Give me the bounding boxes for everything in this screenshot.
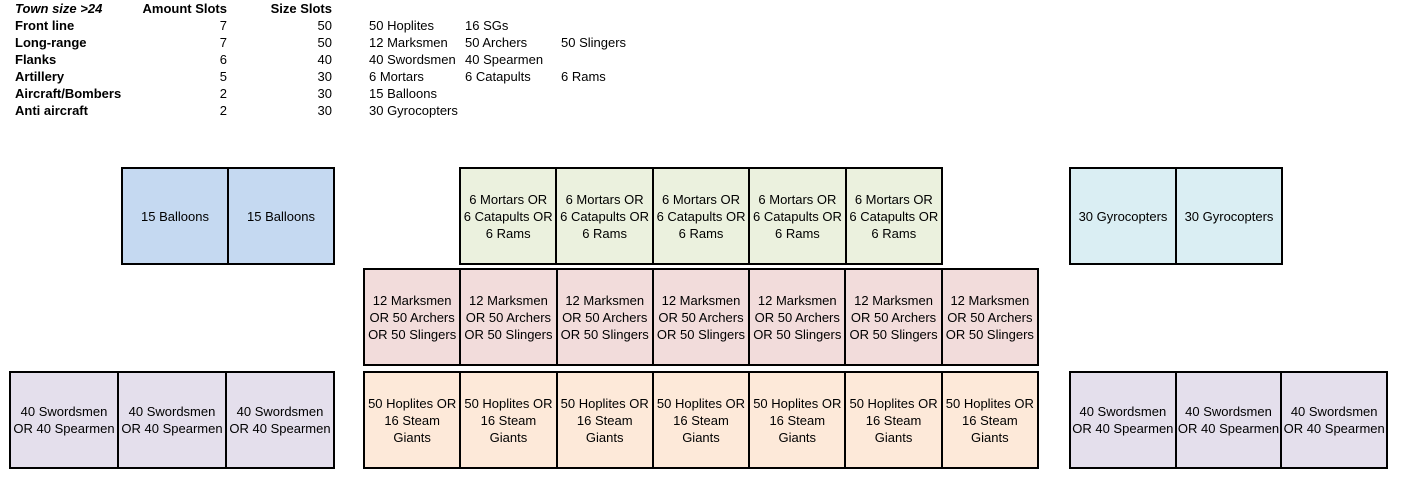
artillery-slot: 6 Mortars OR 6 Catapults OR 6 Rams: [654, 169, 751, 263]
long-range-slot: 12 Marksmen OR 50 Archers OR 50 Slingers: [945, 292, 1034, 342]
unit-option: 16 SGs: [465, 18, 509, 33]
long-range-slot: 12 Marksmen OR 50 Archers OR 50 Slingers: [461, 270, 558, 364]
row-label: Artillery: [15, 69, 65, 84]
long-range-slot: 12 Marksmen OR 50 Archers OR 50 Slingers: [365, 270, 462, 364]
front-line-group: 50 Hoplites OR 16 Steam Giants 50 Hoplite…: [363, 371, 1039, 469]
amount-slots-value: 6: [219, 52, 227, 67]
artillery-group: 6 Mortars OR 6 Catapults OR 6 Rams 6 Mort…: [459, 167, 943, 265]
amount-slots-value: 7: [219, 18, 227, 33]
artillery-slot: 6 Mortars OR 6 Catapults OR 6 Rams: [461, 169, 558, 263]
size-slots-value: 40: [317, 52, 332, 67]
flank-right-slot: 40 Swordsmen OR 40 Spearmen: [1283, 404, 1385, 436]
header-town-size: Town size >24: [15, 1, 103, 16]
unit-option: 12 Marksmen: [369, 35, 448, 50]
artillery-slot: 6 Mortars OR 6 Catapults OR 6 Rams: [849, 191, 939, 241]
long-range-slot: 12 Marksmen OR 50 Archers OR 50 Slingers: [558, 270, 654, 364]
unit-option: 40 Spearmen: [465, 52, 544, 67]
bombers-slot: 15 Balloons: [247, 208, 315, 224]
size-slots-value: 50: [317, 18, 332, 33]
unit-option: 50 Archers: [465, 35, 528, 50]
header-amount-slots: Amount Slots: [142, 1, 228, 16]
long-range-slot: 12 Marksmen OR 50 Archers OR 50 Slingers: [750, 270, 847, 364]
artillery-slot: 6 Mortars OR 6 Catapults OR 6 Rams: [750, 169, 847, 263]
row-label: Long-range: [15, 35, 87, 50]
flank-right-slot: 40 Swordsmen OR 40 Spearmen: [1177, 373, 1283, 467]
row-label: Aircraft/Bombers: [15, 86, 122, 101]
right-flank-group: 40 Swordsmen OR 40 Spearmen 40 Swordsmen …: [1069, 371, 1388, 469]
front-line-slot: 50 Hoplites OR 16 Steam Giants: [750, 373, 847, 467]
long-range-slot: 12 Marksmen OR 50 Archers OR 50 Slingers: [654, 270, 751, 364]
long-range-group: 12 Marksmen OR 50 Archers OR 50 Slingers…: [363, 268, 1039, 366]
front-line-slot: 50 Hoplites OR 16 Steam Giants: [558, 373, 654, 467]
header-size-slots: Size Slots: [270, 1, 332, 16]
row-label: Flanks: [15, 52, 57, 67]
size-slots-value: 30: [317, 103, 332, 118]
unit-option: 50 Slingers: [561, 35, 627, 50]
amount-slots-value: 2: [219, 103, 227, 118]
left-flank-group: 40 Swordsmen OR 40 Spearmen 40 Swordsmen …: [9, 371, 335, 469]
flank-left-slot: 40 Swordsmen OR 40 Spearmen: [11, 373, 119, 467]
unit-option: 40 Swordsmen: [369, 52, 456, 67]
size-slots-value: 30: [317, 86, 332, 101]
unit-option: 6 Mortars: [369, 69, 424, 84]
bombers-slot: 15 Balloons: [123, 169, 229, 263]
row-label: Front line: [15, 18, 75, 33]
anti-aircraft-group: 30 Gyrocopters 30 Gyrocopters: [1069, 167, 1283, 265]
artillery-slot: 6 Mortars OR 6 Catapults OR 6 Rams: [557, 169, 654, 263]
front-line-slot: 50 Hoplites OR 16 Steam Giants: [365, 373, 462, 467]
anti-aircraft-slot: 30 Gyrocopters: [1184, 208, 1274, 224]
amount-slots-value: 5: [219, 69, 227, 84]
size-slots-value: 30: [317, 69, 332, 84]
front-line-slot: 50 Hoplites OR 16 Steam Giants: [846, 373, 943, 467]
flank-left-slot: 40 Swordsmen OR 40 Spearmen: [119, 373, 227, 467]
unit-option: 15 Balloons: [369, 86, 437, 101]
front-line-slot: 50 Hoplites OR 16 Steam Giants: [654, 373, 751, 467]
amount-slots-value: 2: [219, 86, 227, 101]
long-range-slot: 12 Marksmen OR 50 Archers OR 50 Slingers: [846, 270, 943, 364]
row-label: Anti aircraft: [15, 103, 88, 118]
flank-right-slot: 40 Swordsmen OR 40 Spearmen: [1071, 373, 1177, 467]
unit-option: 50 Hoplites: [369, 18, 435, 33]
unit-option: 6 Catapults: [465, 69, 531, 84]
flank-left-slot: 40 Swordsmen OR 40 Spearmen: [229, 404, 331, 436]
anti-aircraft-slot: 30 Gyrocopters: [1071, 169, 1177, 263]
amount-slots-value: 7: [219, 35, 227, 50]
unit-option: 30 Gyrocopters: [369, 103, 458, 118]
unit-option: 6 Rams: [561, 69, 606, 84]
bombers-group: 15 Balloons 15 Balloons: [121, 167, 335, 265]
front-line-slot: 50 Hoplites OR 16 Steam Giants: [461, 373, 558, 467]
front-line-slot: 50 Hoplites OR 16 Steam Giants: [945, 395, 1034, 445]
size-slots-value: 50: [317, 35, 332, 50]
